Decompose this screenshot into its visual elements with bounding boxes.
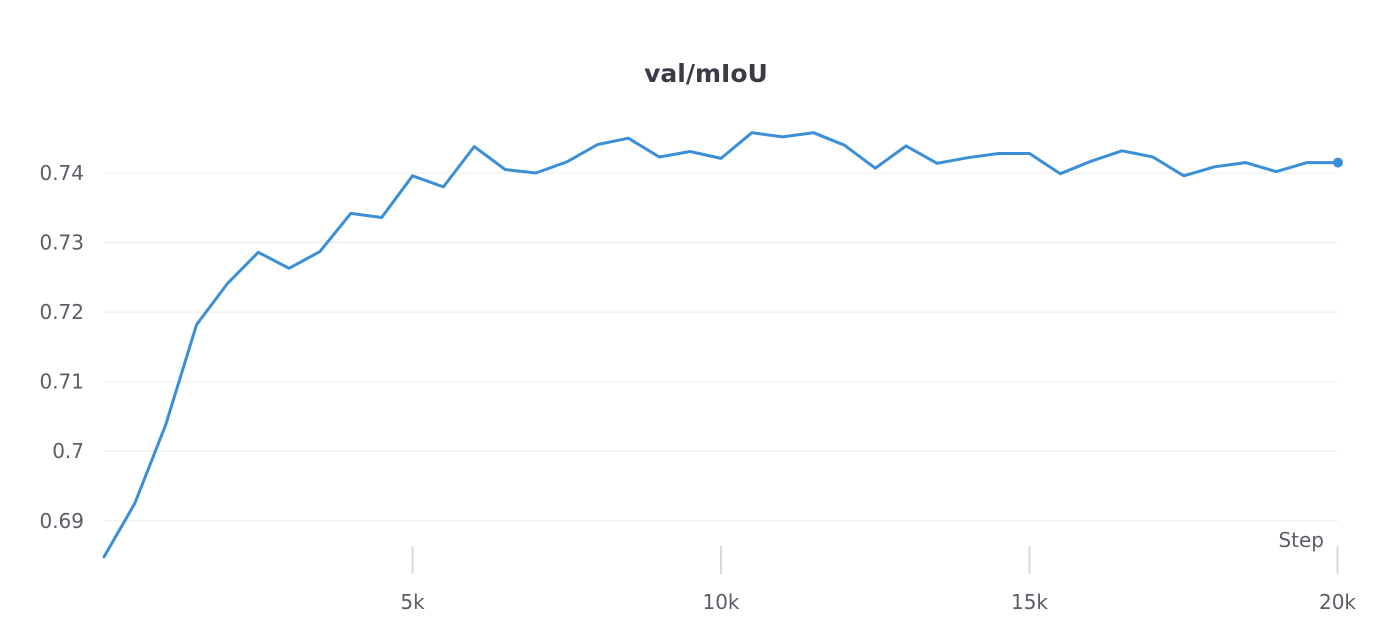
y-tick-label: 0.7	[52, 439, 84, 463]
series-layer	[102, 131, 1343, 559]
series-line	[102, 131, 1340, 559]
grid-layer	[104, 172, 1338, 522]
chart-title: val/mIoU	[644, 59, 768, 88]
y-tick-label: 0.69	[39, 509, 84, 533]
x-axis: 5k 10k 15k 20k	[400, 546, 1356, 614]
y-tick-label: 0.71	[39, 370, 84, 394]
x-tick-label: 15k	[1011, 590, 1048, 614]
last-point-marker	[1333, 157, 1343, 168]
x-tick-label: 20k	[1319, 590, 1356, 614]
x-tick-label: 5k	[400, 590, 425, 614]
x-axis-label: Step	[1278, 528, 1324, 552]
x-tick-label: 10k	[702, 590, 739, 614]
y-tick-label: 0.73	[39, 231, 84, 255]
y-tick-label: 0.72	[39, 300, 84, 324]
y-axis: 0.69 0.7 0.71 0.72 0.73 0.74	[39, 161, 84, 533]
y-tick-label: 0.74	[39, 161, 84, 185]
